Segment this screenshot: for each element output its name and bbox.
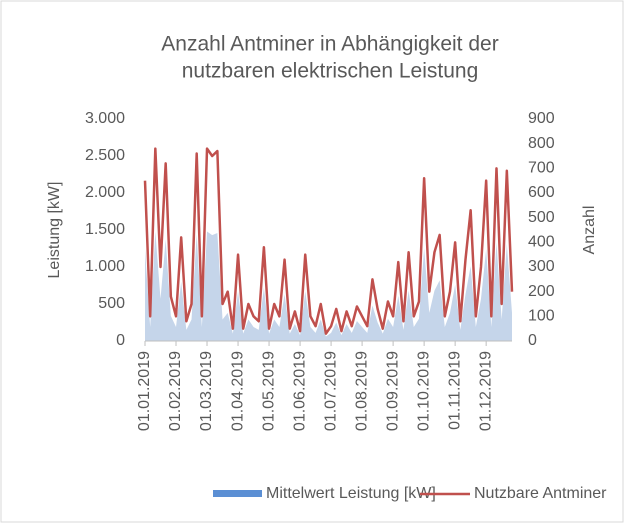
y-axis-label: Leistung [kW] [46, 182, 63, 279]
y2-tick-label: 0 [528, 332, 537, 349]
x-tick-label: 01.07.2019 [322, 351, 339, 431]
y2-tick-label: 700 [528, 160, 555, 177]
y-tick-label: 1.500 [85, 221, 125, 238]
x-tick-label: 01.10.2019 [415, 351, 432, 431]
x-tick-label: 01.02.2019 [167, 351, 184, 431]
y2-tick-label: 900 [528, 110, 555, 127]
y-tick-label: 3.000 [85, 110, 125, 127]
y-tick-label: 0 [116, 332, 125, 349]
y2-tick-label: 400 [528, 234, 555, 251]
x-tick-label: 01.06.2019 [291, 351, 308, 431]
x-tick-label: 01.12.2019 [477, 351, 494, 431]
x-tick-label: 01.08.2019 [353, 351, 370, 431]
x-tick-label: 01.05.2019 [260, 351, 277, 431]
line [143, 147, 514, 335]
y-tick-label: 2.500 [85, 147, 125, 164]
x-tick-label: 01.03.2019 [198, 351, 215, 431]
legend-swatch [213, 490, 262, 497]
y2-axis-label: Anzahl [581, 206, 598, 255]
x-tick-label: 01.04.2019 [229, 351, 246, 431]
chart-title: Anzahl Antminer in Abhängigkeit der [161, 33, 498, 56]
y-tick-label: 1.000 [85, 258, 125, 275]
y-tick-label: 500 [98, 295, 125, 312]
x-tick-label: 01.01.2019 [136, 351, 153, 431]
x-tick-label: 01.09.2019 [384, 351, 401, 431]
legend-label: Nutzbare Antminer [474, 485, 607, 502]
area [145, 231, 512, 341]
legend-label: Mittelwert Leistung [kW] [266, 485, 436, 502]
y2-tick-label: 200 [528, 283, 555, 300]
y2-tick-label: 100 [528, 308, 555, 325]
y2-tick-label: 600 [528, 184, 555, 201]
y2-tick-label: 300 [528, 258, 555, 275]
chart-title: nutzbaren elektrischen Leistung [182, 60, 479, 83]
y2-tick-label: 800 [528, 135, 555, 152]
x-tick-label: 01.11.2019 [446, 351, 463, 430]
y-tick-label: 2.000 [85, 184, 125, 201]
y2-tick-label: 500 [528, 209, 555, 226]
